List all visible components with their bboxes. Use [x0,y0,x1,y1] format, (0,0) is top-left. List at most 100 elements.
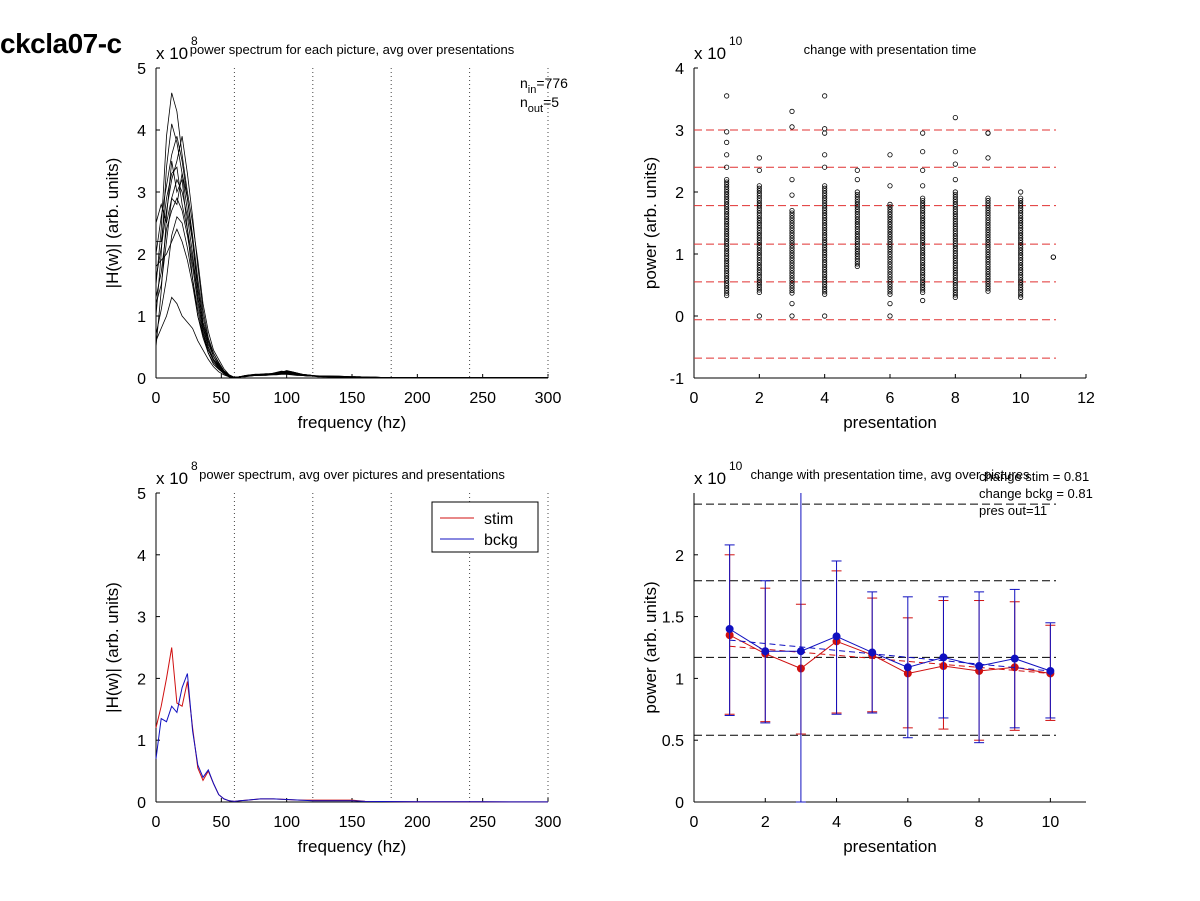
legend-label-stim: stim [484,511,513,528]
x-tick-label: 4 [820,390,829,407]
scatter-point [822,93,828,99]
scatter-point [822,254,828,260]
scatter-point [822,284,828,290]
y-axis-label: |H(w)| (arb. units) [103,158,122,289]
scatter-point [985,249,991,255]
scatter-point [887,286,893,292]
scatter-point [756,215,762,221]
scatter-point [724,181,730,188]
x-axis-label: frequency (hz) [298,837,407,856]
scatter-point [822,271,828,278]
scatter-point [724,196,730,202]
scatter-point [985,288,991,294]
scatter-point [1018,274,1024,281]
scatter-point [952,294,958,300]
scatter-point [756,250,762,256]
scatter-point [756,282,762,288]
scatter-point [952,204,958,210]
x-tick-label: 0 [152,390,161,407]
scatter-point [854,209,860,215]
scatter-point [822,200,828,206]
n-out-annotation: nout=5 [520,94,559,115]
scatter-point [854,229,860,235]
scatter-point [822,252,828,258]
scatter-point [789,282,795,289]
x-tick-label: 6 [886,390,895,407]
scatter-point [920,217,926,224]
scatter-point [724,253,730,259]
scatter-point [724,258,730,264]
scatter-point [985,210,991,216]
scatter-point [985,266,991,272]
scatter-point [985,286,991,292]
scatter-point [920,235,926,241]
scatter-point [887,251,893,257]
scatter-point [920,237,926,243]
scatter-point [789,192,795,198]
scatter-point [854,219,860,225]
scatter-point [724,164,730,170]
scatter-point [887,234,893,240]
scatter-point [985,269,991,275]
scatter-point [854,224,860,230]
scatter-point [1018,272,1024,278]
scatter-point [756,155,762,161]
scatter-point [756,222,762,229]
scatter-point [789,208,795,214]
scatter-point [854,206,860,212]
scatter-point [789,124,795,130]
scatter-point [952,209,958,215]
scatter-point [854,261,860,267]
scatter-point [756,188,762,194]
scatter-point [854,194,860,200]
scatter-point [822,286,828,292]
y-tick-label: 1.5 [662,610,684,627]
scatter-point [887,249,893,255]
x-tick-label: 100 [273,814,300,831]
y-exponent-power: 8 [191,459,198,473]
scatter-point [854,263,860,269]
scatter-point [724,228,730,235]
scatter-point [952,201,958,207]
scatter-point [756,185,762,191]
y-tick-label: 2 [137,671,146,688]
scatter-point [985,276,991,282]
scatter-point [1050,254,1056,260]
scatter-point [887,289,893,295]
scatter-point [952,213,958,220]
scatter-point [1018,252,1024,258]
y-tick-label: 4 [137,548,146,565]
scatter-point [854,189,860,195]
scatter-point [920,279,926,286]
scatter-point [854,201,860,207]
scatter-point [887,236,893,242]
scatter-point [1018,217,1024,224]
scatter-point [756,212,762,219]
data-point-bckg [1010,654,1019,663]
scatter-point [724,238,730,244]
scatter-point [952,177,958,183]
scatter-point [920,247,926,253]
scatter-point [887,204,893,210]
scatter-point [724,93,730,99]
scatter-point [952,275,958,281]
scatter-point [854,253,860,260]
scatter-point [1018,240,1024,246]
scatter-point [789,232,795,239]
scatter-point [887,226,893,232]
scatter-point [789,250,795,256]
scatter-point [1018,205,1024,211]
scatter-point [854,167,860,173]
x-tick-label: 100 [273,390,300,407]
scatter-point [985,237,991,243]
scatter-point [724,186,730,193]
scatter-point [756,193,762,199]
scatter-point [756,227,762,234]
scatter-point [887,239,893,245]
scatter-point [822,215,828,221]
scatter-point [756,287,762,293]
y-exponent: x 10 [156,44,188,63]
annotation-text: change bckg = 0.81 [979,486,1093,501]
scatter-point [920,225,926,231]
scatter-point [822,249,828,255]
